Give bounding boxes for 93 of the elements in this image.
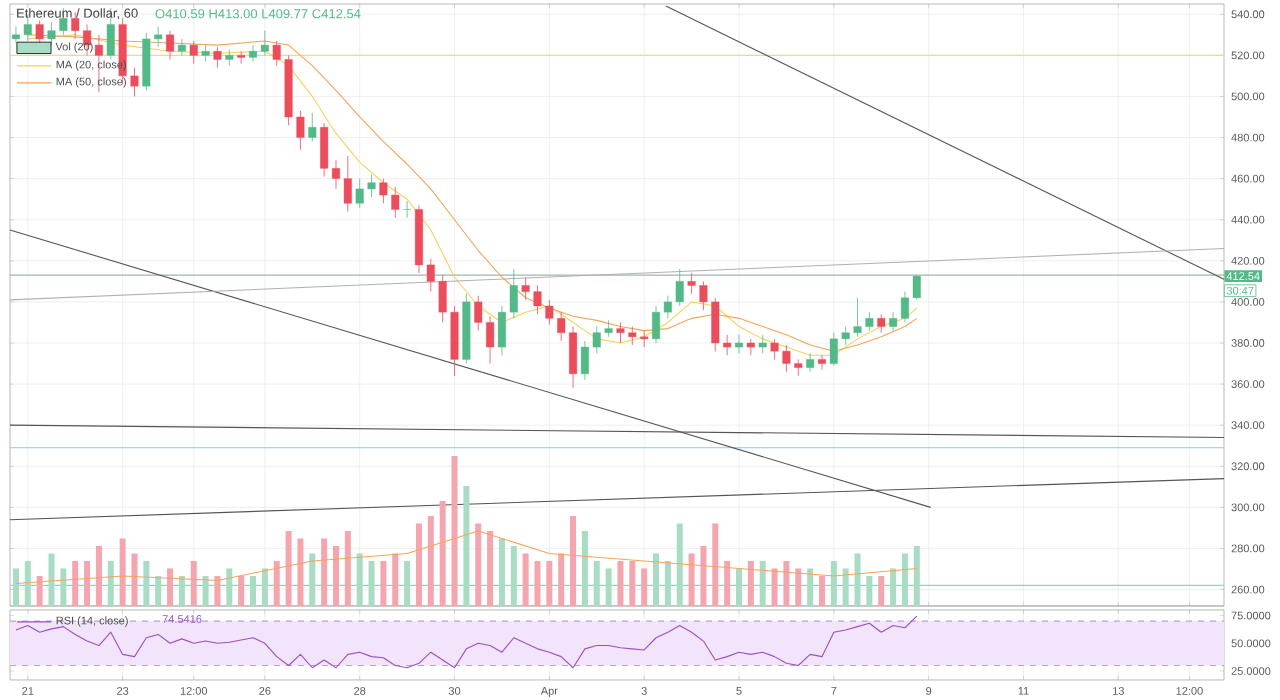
bar	[854, 553, 861, 606]
candlestick	[817, 354, 826, 371]
bar	[297, 538, 304, 606]
candlestick	[403, 200, 412, 219]
bar	[558, 553, 565, 606]
candlestick	[201, 44, 210, 62]
bar	[617, 560, 624, 606]
bar	[368, 560, 375, 606]
bar	[830, 560, 837, 606]
bar	[463, 485, 470, 606]
bar	[653, 553, 660, 606]
bar	[392, 553, 399, 606]
bar	[178, 575, 185, 606]
bar	[285, 530, 292, 606]
candlestick	[877, 313, 886, 334]
bar	[451, 455, 458, 606]
bar	[605, 568, 612, 606]
bar	[842, 568, 849, 606]
bar	[226, 568, 233, 606]
bar	[736, 568, 742, 606]
bar	[356, 553, 363, 606]
bar	[119, 538, 126, 606]
candlestick	[735, 334, 743, 354]
candlestick	[225, 48, 234, 67]
bar	[131, 553, 138, 606]
bar	[143, 560, 150, 606]
bar	[498, 538, 505, 606]
bar	[712, 523, 719, 606]
candlestick	[213, 46, 222, 69]
bar	[24, 560, 31, 606]
bar	[878, 575, 885, 606]
bar	[84, 560, 91, 606]
bar	[273, 560, 280, 606]
candlestick	[237, 50, 246, 64]
bar	[238, 575, 245, 606]
bar	[783, 560, 790, 606]
bar	[724, 560, 731, 606]
candlestick	[746, 338, 755, 356]
bar	[747, 560, 754, 606]
bar	[344, 530, 351, 606]
bar	[202, 575, 209, 606]
bar	[629, 560, 636, 606]
bar	[95, 545, 102, 606]
bar	[475, 523, 482, 606]
bar	[581, 530, 588, 606]
candlestick	[308, 112, 317, 143]
bar	[12, 568, 19, 606]
bar	[771, 568, 778, 606]
bar	[321, 538, 328, 606]
bar	[214, 575, 221, 606]
bar	[309, 553, 316, 606]
bar	[72, 560, 79, 606]
bar	[380, 560, 387, 606]
bar	[676, 523, 683, 606]
bar	[546, 560, 553, 606]
bar	[107, 560, 114, 606]
bar	[427, 515, 434, 606]
bar	[901, 553, 908, 606]
bar	[404, 560, 411, 606]
bar	[795, 568, 802, 606]
bar	[641, 568, 648, 606]
bar	[807, 568, 814, 606]
bar	[688, 553, 695, 606]
bar	[570, 515, 577, 606]
bar	[190, 560, 197, 606]
bar	[913, 545, 920, 606]
bar	[48, 553, 55, 606]
bar	[534, 560, 541, 606]
candlestick	[35, 20, 44, 48]
bar	[439, 500, 446, 606]
bar	[261, 568, 268, 606]
candlestick	[806, 352, 815, 373]
bar	[36, 575, 43, 606]
bar	[700, 545, 707, 606]
bar	[890, 568, 897, 606]
candlestick	[177, 38, 186, 56]
bar	[250, 575, 257, 606]
bar	[759, 560, 766, 606]
bar	[593, 560, 600, 606]
bar	[332, 545, 339, 606]
bar	[664, 560, 671, 606]
bar	[866, 575, 873, 606]
bar	[155, 575, 162, 606]
candlestick	[758, 334, 767, 354]
bar	[60, 568, 67, 606]
bar	[415, 523, 422, 606]
candlestick	[166, 30, 175, 60]
bar	[818, 575, 825, 606]
candlestick	[189, 40, 198, 64]
bar	[167, 568, 174, 606]
bar	[510, 545, 517, 606]
bar	[522, 553, 529, 606]
bar	[487, 530, 494, 606]
